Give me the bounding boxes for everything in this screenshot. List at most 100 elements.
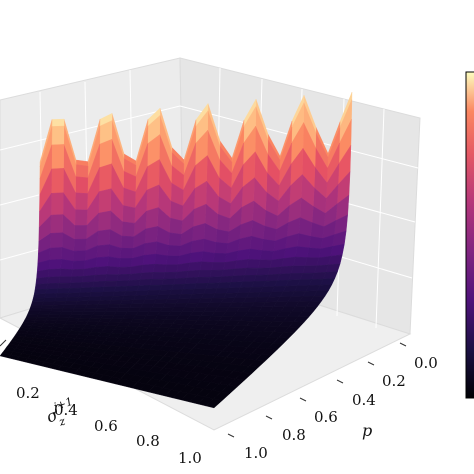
surface-facet-215 xyxy=(248,248,263,261)
surface-facet-303 xyxy=(127,279,141,287)
surface-facet-128 xyxy=(50,192,64,216)
surface-facet-464 xyxy=(61,307,75,312)
surface-facet-436 xyxy=(84,304,99,309)
surface-facet-461 xyxy=(94,307,108,312)
surface-facet-148 xyxy=(121,221,135,237)
surface-facet-407 xyxy=(120,299,134,305)
surface-facet-272 xyxy=(186,269,201,279)
sigma-tick-3: 0.8 xyxy=(136,432,160,450)
surface-facet-275 xyxy=(151,272,166,280)
surface-facet-492 xyxy=(37,311,52,315)
surface-facet-301 xyxy=(150,278,164,286)
axis-tick-marks xyxy=(0,339,407,438)
surface-facet-386 xyxy=(65,296,79,302)
p-ticks: 0.0 0.2 0.4 0.6 0.8 1.0 xyxy=(244,354,438,462)
surface-facet-100 xyxy=(75,192,88,211)
surface-facet-299 xyxy=(173,277,187,285)
surface-facet-144 xyxy=(169,217,183,235)
surface-facet-274 xyxy=(163,271,177,280)
surface-facet-543 xyxy=(45,317,59,321)
sigma-tick-4: 1.0 xyxy=(178,449,202,467)
surface-facet-336 xyxy=(45,288,59,295)
p-axis-label: p xyxy=(362,421,372,440)
surface-facet-48 xyxy=(75,164,89,179)
surface-facet-254 xyxy=(94,266,108,276)
surface-facet-76 xyxy=(51,144,65,170)
surface-facet-300 xyxy=(161,278,176,286)
surface-facet-883 xyxy=(0,352,12,359)
surface-facet-413 xyxy=(53,301,67,306)
surface-facet-241 xyxy=(246,259,261,269)
surface-facet-24 xyxy=(51,118,65,127)
surface-facet-273 xyxy=(174,270,189,279)
surface-facet-439 xyxy=(51,304,65,309)
surface-facet-166 xyxy=(215,229,230,244)
surface-facet-126 xyxy=(74,209,88,226)
surface-facet-438 xyxy=(62,304,77,309)
gridline-7 xyxy=(375,108,385,329)
surface-facet-293 xyxy=(242,274,257,283)
surface-facet-204 xyxy=(72,250,86,262)
surface-facet-194 xyxy=(190,238,205,254)
surface-facet-330 xyxy=(114,286,128,292)
surface-facet-323 xyxy=(194,282,209,290)
surface-facet-188 xyxy=(261,239,276,252)
surface-facet-519 xyxy=(25,314,39,318)
surface-facet-491 xyxy=(48,311,62,315)
surface-facet-385 xyxy=(77,296,91,302)
surface-facet-220 xyxy=(189,251,204,264)
surface-facet-327 xyxy=(148,284,163,291)
surface-facet-226 xyxy=(119,258,133,268)
surface-facet-180 xyxy=(49,232,63,249)
surface-facet-304 xyxy=(115,280,129,287)
surface-facet-308 xyxy=(69,282,83,289)
surface-facet-256 xyxy=(71,268,85,278)
surface-facet-434 xyxy=(107,303,121,309)
surface-facet-146 xyxy=(145,207,159,230)
surface-facet-277 xyxy=(128,272,142,281)
surface-facet-154 xyxy=(50,214,64,234)
surface-facet-282 xyxy=(70,276,84,284)
surface-facet-382 xyxy=(110,295,125,301)
colorbar xyxy=(465,71,474,399)
surface-facet-544 xyxy=(34,317,48,321)
surface-facet-267 xyxy=(244,267,259,276)
surface-facet-331 xyxy=(102,286,116,293)
surface-facet-414 xyxy=(42,301,55,306)
surface-facet-200 xyxy=(120,247,134,259)
surface xyxy=(0,91,353,409)
surface-facet-324 xyxy=(182,283,197,290)
surface-facet-437 xyxy=(73,304,88,309)
surface-facet-237 xyxy=(293,256,308,267)
surface-facet-515 xyxy=(68,314,82,319)
surface-facet-276 xyxy=(140,272,154,281)
surface-facet-354 xyxy=(135,290,149,296)
surface-facet-353 xyxy=(146,289,161,296)
surface-facet-245 xyxy=(199,261,214,271)
surface-facet-311 xyxy=(34,283,48,290)
surface-facet-283 xyxy=(58,276,72,284)
surface-facet-210 xyxy=(306,247,322,259)
surface-facet-248 xyxy=(164,264,179,273)
surface-facet-493 xyxy=(27,311,41,315)
surface-facet-328 xyxy=(136,284,151,292)
surface-facet-415 xyxy=(30,301,44,306)
surface-facet-202 xyxy=(96,244,110,258)
surface-facet-231 xyxy=(60,259,74,270)
surface-facet-176 xyxy=(97,229,111,246)
surface-facet-227 xyxy=(107,256,121,268)
surface-facet-258 xyxy=(47,268,61,278)
surface-facet-467 xyxy=(28,308,42,312)
surface-facet-363 xyxy=(32,293,46,299)
surface-facet-270 xyxy=(209,269,224,278)
surface-facet-124 xyxy=(98,188,112,214)
surface-facet-333 xyxy=(79,287,93,294)
surface-facet-306 xyxy=(92,280,106,288)
surface-facet-380 xyxy=(133,295,148,301)
surface-facet-50 xyxy=(51,125,65,146)
surface-facet-249 xyxy=(153,263,167,273)
surface-facet-266 xyxy=(256,267,271,276)
surface-facet-281 xyxy=(81,274,96,283)
surface-facet-466 xyxy=(39,308,53,312)
